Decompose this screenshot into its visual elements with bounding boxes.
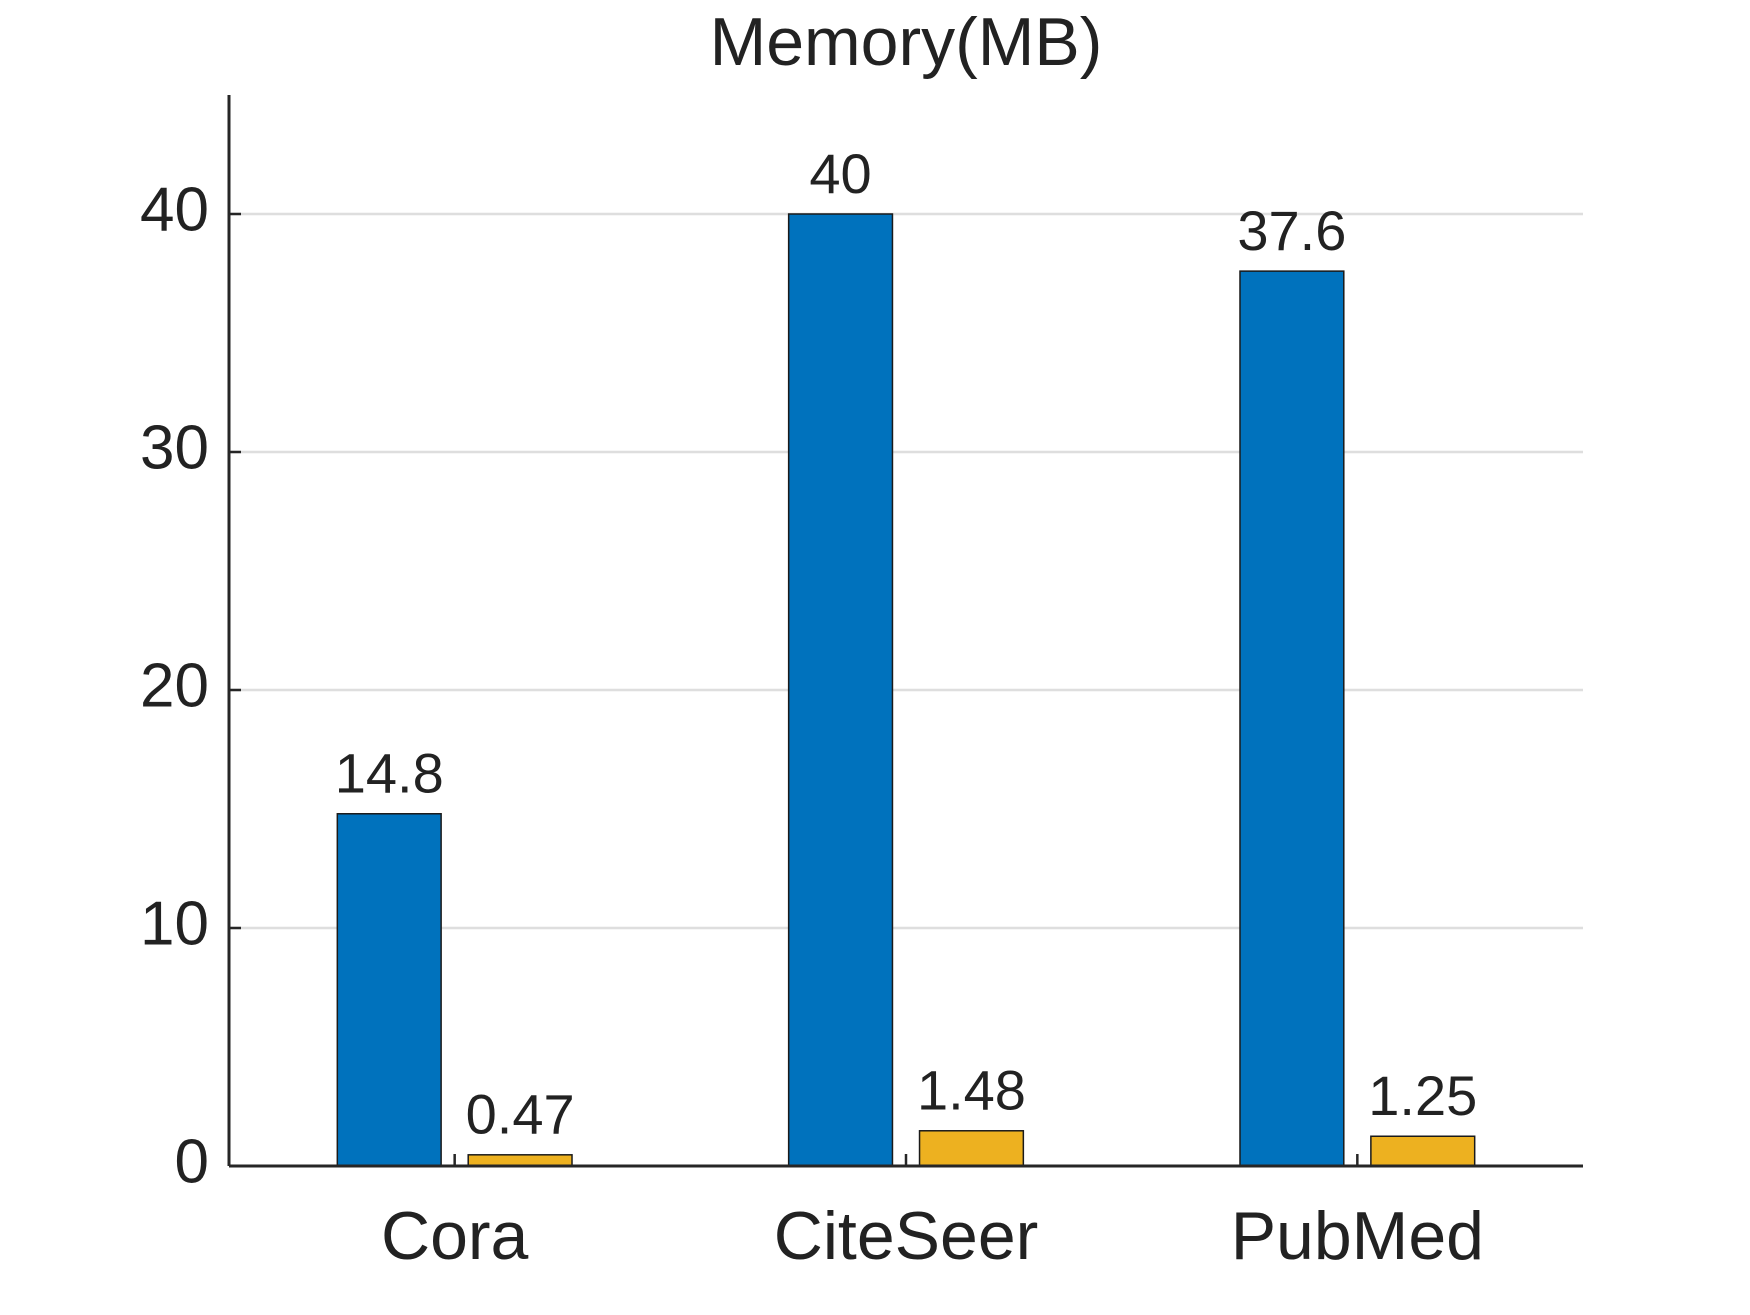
x-tick-label: PubMed: [1231, 1198, 1484, 1274]
y-tick-label: 30: [140, 413, 209, 482]
y-tick-label: 10: [140, 889, 209, 958]
value-label: 0.47: [466, 1083, 575, 1146]
bar: [787, 213, 894, 1167]
value-label: 37.6: [1237, 199, 1346, 262]
y-tick-label: 0: [175, 1127, 209, 1196]
y-tick-label: 40: [140, 175, 209, 244]
value-label: 14.8: [335, 742, 444, 805]
x-tick-label: CiteSeer: [774, 1198, 1039, 1274]
bar: [918, 1130, 1025, 1167]
x-tick-label: Cora: [381, 1198, 529, 1274]
bar: [1239, 270, 1345, 1167]
bar: [467, 1154, 573, 1167]
value-label: 1.48: [917, 1059, 1026, 1122]
bar: [1370, 1135, 1476, 1167]
bar: [336, 813, 442, 1167]
value-label: 1.25: [1368, 1064, 1477, 1127]
y-tick-label: 20: [140, 651, 209, 720]
chart-title: Memory(MB): [710, 4, 1103, 80]
value-label: 40: [809, 142, 871, 205]
